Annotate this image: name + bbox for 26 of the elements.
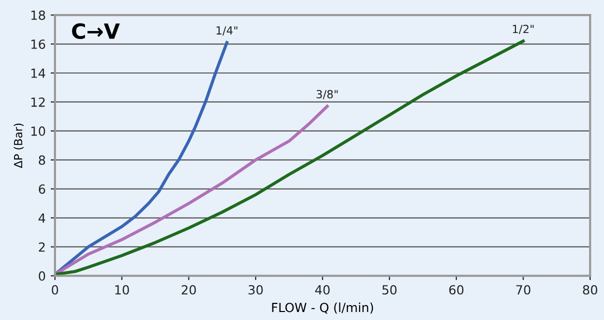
y-tick-label: 0 bbox=[38, 271, 46, 281]
series-label: 1/2" bbox=[512, 24, 534, 34]
annotation: C→V bbox=[72, 23, 120, 39]
y-tick-label: 18 bbox=[31, 10, 46, 20]
series-label: 1/4" bbox=[216, 26, 238, 36]
y-tick-label: 8 bbox=[38, 155, 46, 165]
x-tick-label: 40 bbox=[315, 285, 330, 295]
x-axis-title: FLOW - Q (l/min) bbox=[272, 302, 374, 314]
x-tick-label: 70 bbox=[516, 285, 530, 295]
y-tick-label: 16 bbox=[31, 39, 46, 49]
y-tick-label: 14 bbox=[31, 68, 46, 78]
series-label: 3/8" bbox=[316, 90, 338, 100]
x-tick-label: 30 bbox=[248, 285, 263, 295]
y-tick-label: 2 bbox=[38, 242, 45, 252]
x-tick-label: 0 bbox=[52, 285, 58, 295]
y-tick-label: 6 bbox=[38, 184, 46, 194]
x-tick-label: 60 bbox=[449, 285, 464, 295]
x-tick-label: 80 bbox=[583, 285, 598, 295]
line-series bbox=[54, 40, 525, 276]
y-tick-label: 12 bbox=[31, 97, 45, 107]
x-tick-label: 10 bbox=[115, 285, 129, 295]
y-axis-title: ΔP (Bar) bbox=[14, 124, 24, 168]
y-tick-label: 10 bbox=[31, 126, 46, 136]
y-tick-label: 4 bbox=[38, 214, 46, 223]
x-tick-label: 20 bbox=[182, 285, 196, 295]
x-tick-label: 50 bbox=[382, 285, 397, 295]
